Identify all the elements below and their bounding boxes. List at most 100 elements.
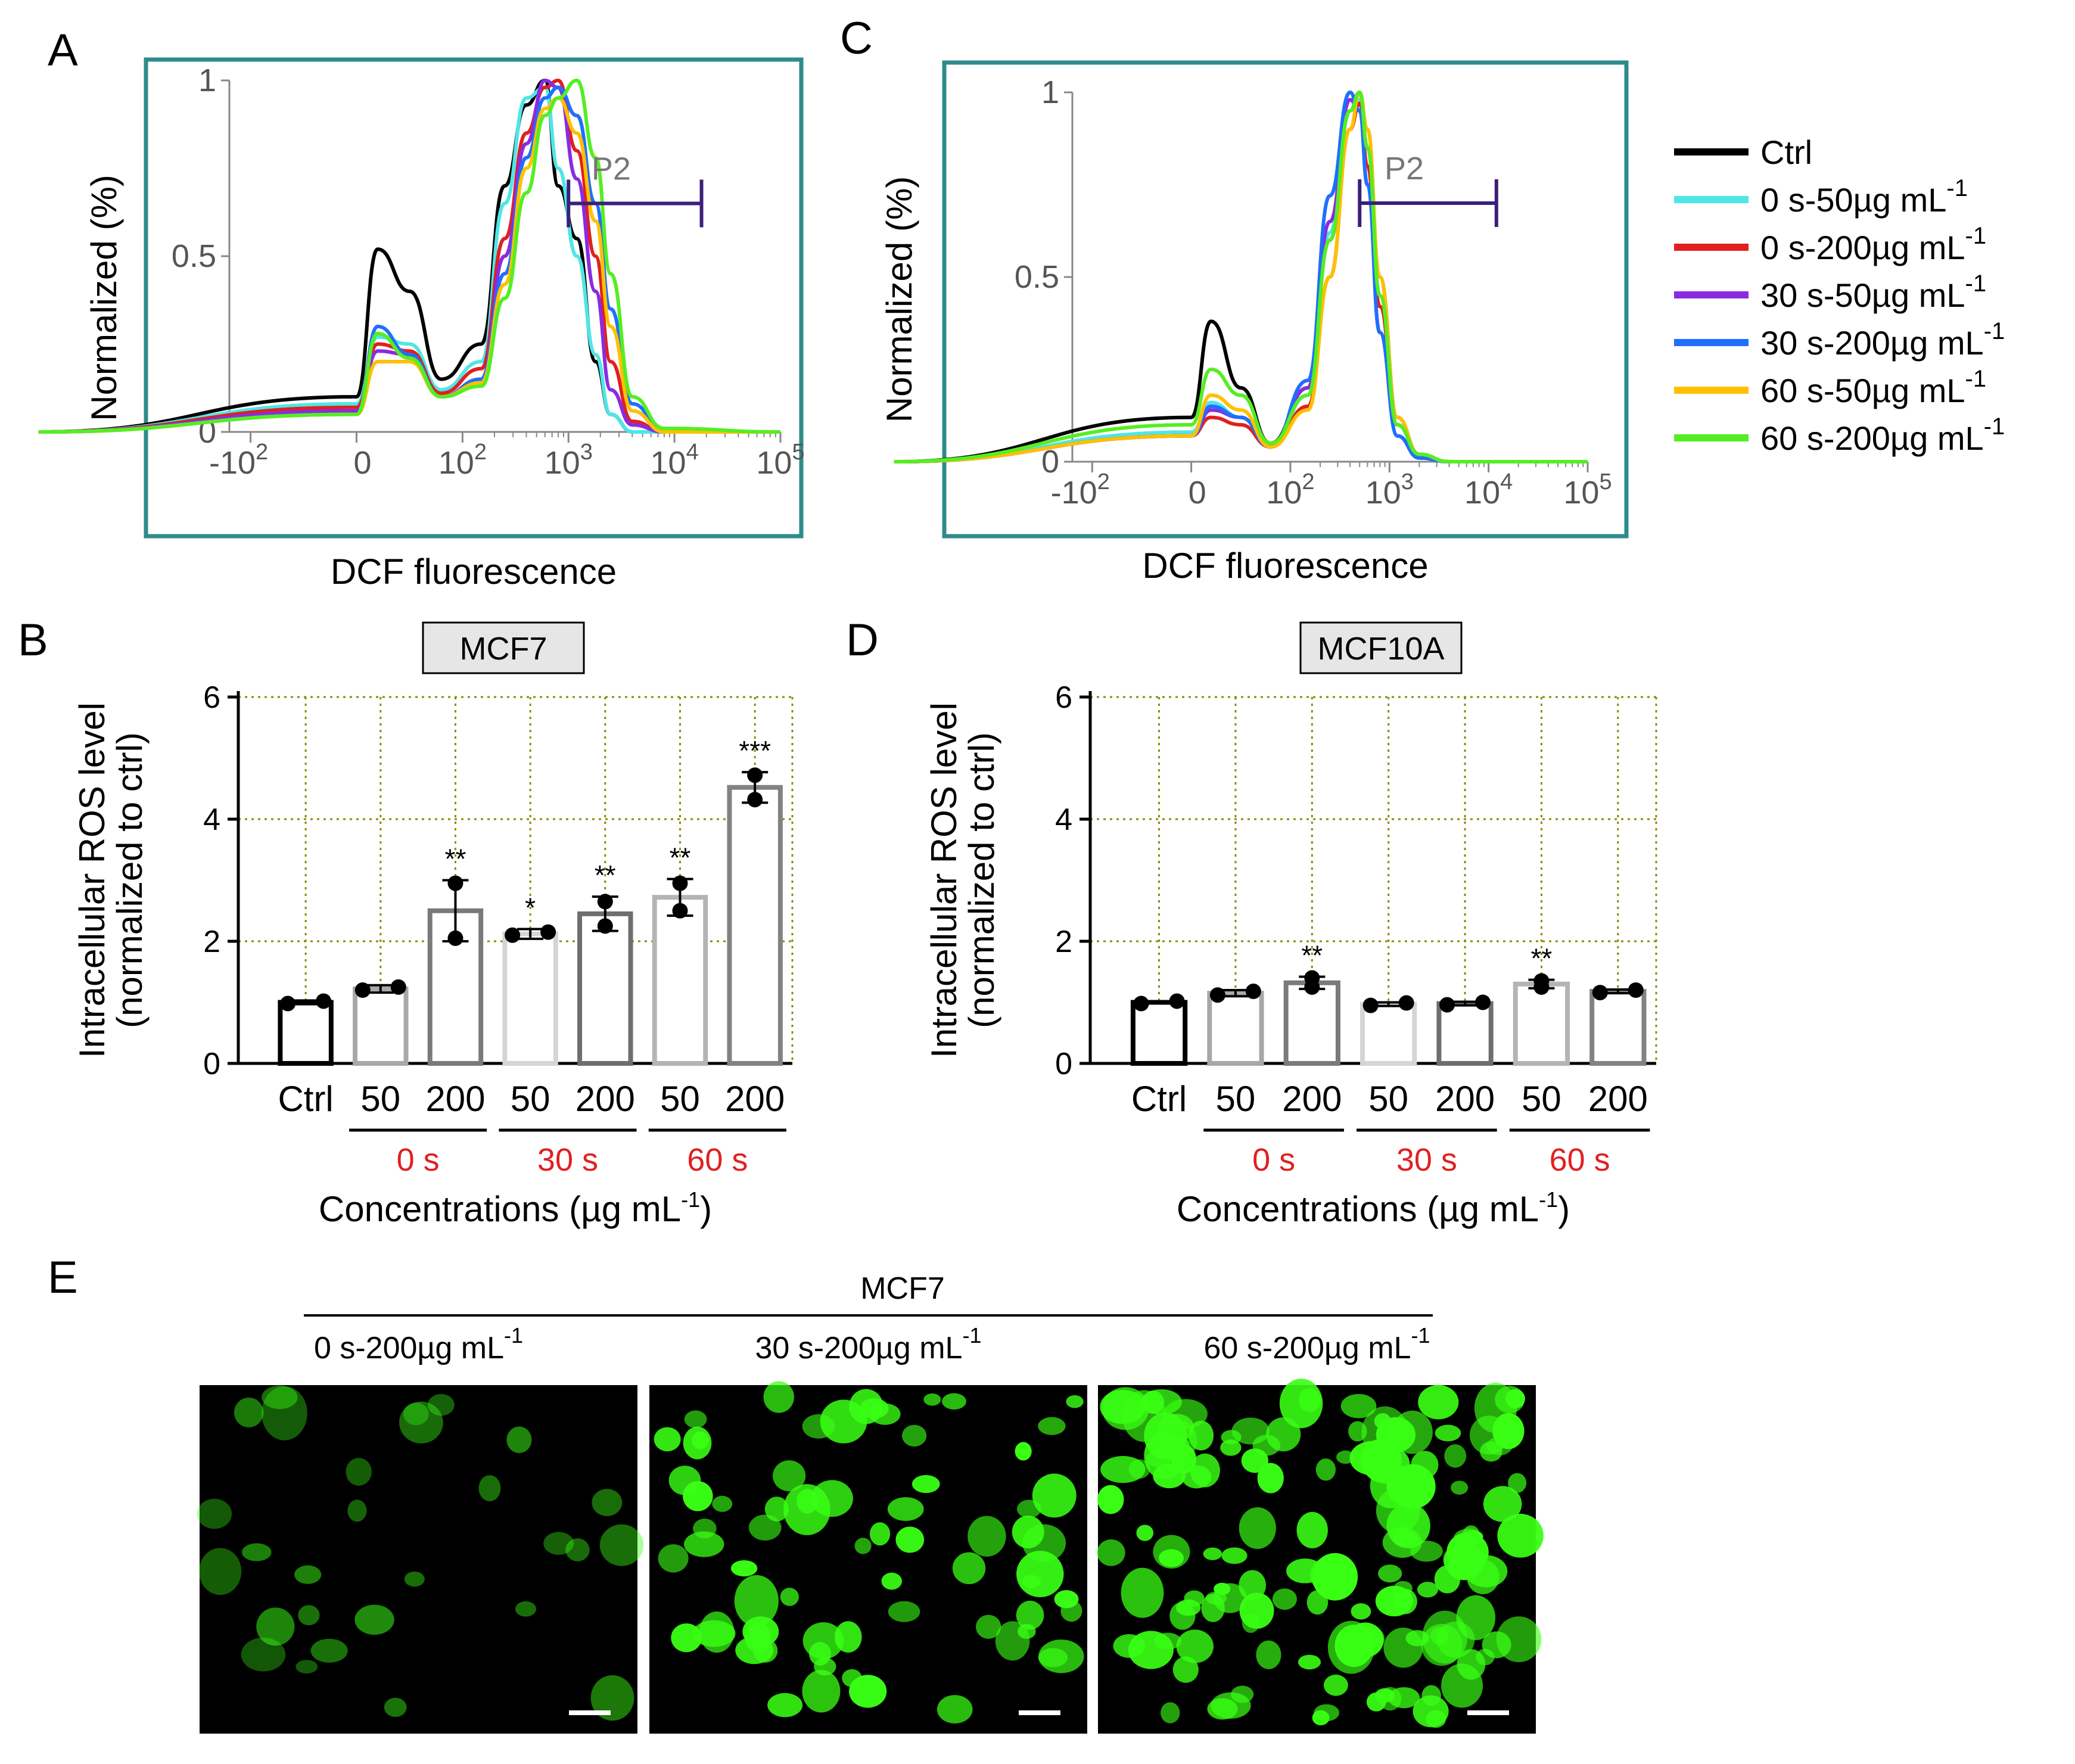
fluorescent-cell: [767, 1693, 803, 1718]
gate-label: P2: [592, 151, 631, 187]
fluorescent-cell: [748, 1514, 782, 1541]
fluorescent-cell: [1315, 1458, 1336, 1481]
bar: [727, 785, 783, 1066]
fluorescent-cell: [1417, 1582, 1438, 1598]
fluorescent-cell: [734, 1575, 779, 1627]
fluorescent-cell: [1388, 1687, 1420, 1709]
series-line-s60_50: [38, 96, 780, 434]
bar: [278, 1000, 334, 1066]
fluorescent-cell: [1392, 1531, 1418, 1547]
fluorescent-cell: [1158, 1549, 1184, 1567]
data-point: [1398, 995, 1414, 1011]
fluorescent-cell: [1312, 1553, 1358, 1601]
fluorescent-cell: [809, 1642, 831, 1666]
data-point: [280, 995, 296, 1012]
fluorescent-cell: [1032, 1473, 1077, 1518]
fluorescent-cell: [506, 1426, 532, 1454]
fluorescent-cell: [1207, 1698, 1238, 1720]
x-tick-label: 102: [1266, 469, 1314, 511]
data-point: [540, 924, 556, 940]
fluorescent-cell: [1066, 1395, 1084, 1408]
fluorescent-cell: [1351, 1603, 1371, 1620]
fluorescent-cell: [1189, 1420, 1214, 1451]
series-line-s30_50: [894, 98, 1588, 463]
fluorescent-cell: [384, 1697, 407, 1717]
fluorescent-cell: [802, 1669, 841, 1713]
fluorescent-cell: [869, 1522, 891, 1546]
fluorescent-cell: [1113, 1634, 1146, 1658]
images-header: MCF7: [860, 1271, 945, 1306]
legend-label: 60 s-50µg mL-1: [1760, 366, 1986, 409]
data-point: [1169, 993, 1185, 1009]
fluorescent-cell: [699, 1611, 735, 1653]
fluorescent-cell: [1497, 1514, 1544, 1558]
legend: Ctrl 0 s-50µg mL-10 s-200µg mL-130 s-50µg…: [1674, 133, 2005, 457]
x-tick-label: 200: [575, 1079, 635, 1119]
group-label: 0 s: [397, 1142, 440, 1178]
data-point: [1245, 984, 1261, 1000]
x-tick-label: -102: [1051, 469, 1110, 511]
fluorescent-cell: [1154, 1632, 1182, 1650]
fluorescent-cell: [1296, 1511, 1328, 1549]
fluorescent-cell: [1176, 1629, 1214, 1663]
fluorescent-cell: [1257, 1463, 1284, 1494]
fluorescent-cell: [1441, 1663, 1483, 1708]
fluorescent-cell: [668, 1466, 701, 1495]
fluorescent-cell: [241, 1638, 286, 1672]
data-point: [390, 979, 406, 995]
fluorescent-cell: [995, 1621, 1030, 1661]
fluorescent-cell: [764, 1497, 789, 1522]
y-tick-label: 4: [203, 802, 220, 837]
fluorescent-cell: [684, 1410, 707, 1429]
fluorescent-cell: [1172, 1656, 1199, 1683]
x-tick-label: 102: [438, 440, 487, 481]
image-label: 0 s-200µg mL-1: [314, 1323, 523, 1365]
micrograph-image: [197, 1385, 644, 1734]
series-line-s60_200: [38, 78, 781, 434]
data-point: [1628, 982, 1644, 998]
fluorescent-cell: [1454, 1529, 1483, 1547]
fluorescent-cell: [691, 1431, 709, 1449]
group-label: 30 s: [1396, 1142, 1457, 1178]
fluorescent-cell: [1340, 1393, 1377, 1418]
data-point: [747, 767, 763, 783]
fluorescent-cell: [262, 1386, 307, 1441]
chart-title: MCF10A: [1317, 631, 1444, 667]
fluorescent-cell: [923, 1393, 941, 1406]
panel-e-letter: E: [48, 1252, 78, 1303]
panel-c-letter: C: [840, 13, 873, 64]
series-line-s30_200: [894, 90, 1588, 463]
y-tick-label: 0.5: [1015, 259, 1059, 295]
fluorescent-cell: [937, 1695, 973, 1723]
x-tick-label: -102: [209, 440, 268, 481]
y-tick-label: 4: [1055, 802, 1072, 837]
fluorescent-cell: [1122, 1390, 1166, 1442]
fluorescent-cell: [478, 1475, 501, 1502]
fluorescent-cell: [1022, 1524, 1066, 1562]
x-tick-label: 50: [511, 1079, 550, 1119]
bar: [1589, 989, 1647, 1066]
fluorescent-cell: [1171, 1444, 1197, 1474]
significance-label: **: [670, 842, 691, 873]
bar: [502, 931, 558, 1066]
fluorescent-cell: [1421, 1685, 1441, 1706]
data-point: [1362, 997, 1379, 1013]
fluorescent-cell: [310, 1638, 348, 1663]
y-tick-label: 1: [198, 63, 216, 98]
data-point: [447, 875, 463, 891]
fluorescent-cell: [1054, 1590, 1079, 1609]
fluorescent-cell: [1038, 1417, 1066, 1435]
fluorescent-cell: [1413, 1695, 1449, 1728]
y-tick-label: 1: [1041, 74, 1059, 110]
y-axis-label: Normalized (%): [84, 175, 124, 421]
panel-b-letter: B: [18, 615, 48, 665]
fluorescent-cell: [742, 1616, 779, 1647]
bar: [1283, 980, 1340, 1066]
data-point: [354, 982, 371, 998]
fluorescent-cell: [294, 1565, 322, 1584]
plot-frame: [942, 60, 1629, 539]
fluorescent-cell: [1015, 1442, 1032, 1461]
data-point: [1133, 995, 1149, 1012]
fluorescent-cell: [1298, 1387, 1321, 1413]
fluorescent-cell: [967, 1516, 1006, 1557]
